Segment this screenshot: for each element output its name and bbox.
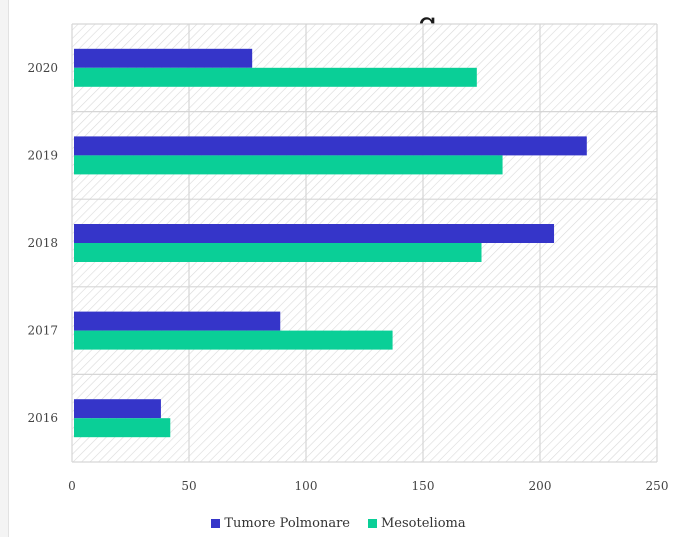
y-tick-label: 2018 bbox=[27, 236, 58, 250]
y-tick-label: 2016 bbox=[27, 411, 58, 425]
legend-swatch bbox=[368, 518, 377, 528]
bar-mesotelioma-2019 bbox=[74, 155, 503, 175]
bar-mesotelioma-2017 bbox=[74, 330, 393, 350]
y-tick-label: 2017 bbox=[27, 324, 58, 338]
legend-swatch bbox=[211, 518, 221, 528]
x-tick-label: 250 bbox=[646, 479, 669, 493]
x-tick-label: 100 bbox=[295, 479, 318, 493]
bar-tumore-polmonare-2018 bbox=[74, 224, 555, 243]
x-tick-label: 0 bbox=[68, 479, 76, 493]
legend-label: Tumore Polmonare bbox=[224, 515, 350, 531]
bar-mesotelioma-2020 bbox=[74, 67, 477, 87]
y-tick-label: 2020 bbox=[27, 61, 58, 75]
bar-tumore-polmonare-2016 bbox=[74, 399, 161, 419]
legend-item: Mesotelioma bbox=[368, 514, 466, 532]
legend-label: Mesotelioma bbox=[381, 515, 466, 531]
bar-mesotelioma-2016 bbox=[74, 418, 171, 438]
bar-tumore-polmonare-2017 bbox=[74, 311, 281, 331]
legend-item: Tumore Polmonare bbox=[211, 514, 350, 532]
legend: Tumore Polmonare Mesotelioma bbox=[0, 514, 677, 532]
y-tick-label: 2019 bbox=[27, 148, 58, 162]
bar-tumore-polmonare-2020 bbox=[74, 48, 253, 68]
x-tick-label: 150 bbox=[412, 479, 435, 493]
bar-tumore-polmonare-2019 bbox=[74, 136, 587, 156]
x-tick-label: 200 bbox=[529, 479, 552, 493]
bar-mesotelioma-2018 bbox=[74, 243, 482, 262]
x-tick-label: 50 bbox=[181, 479, 196, 493]
